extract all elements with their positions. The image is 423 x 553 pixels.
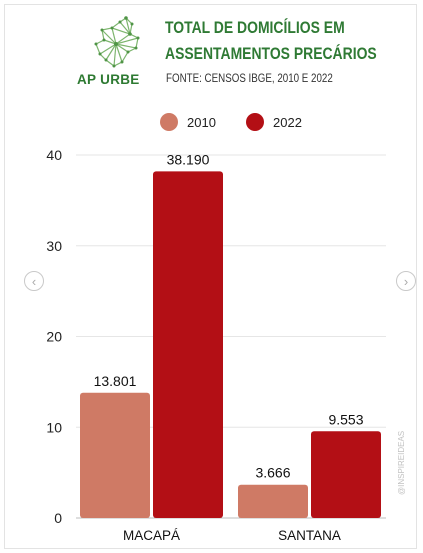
- chart-title-line-1: TOTAL DE DOMICÍLIOS EM: [165, 18, 345, 37]
- chart-title: TOTAL DE DOMICÍLIOS EM ASSENTAMENTOS PRE…: [165, 15, 377, 67]
- carousel-prev-button[interactable]: ‹: [24, 271, 44, 291]
- bar: [80, 392, 150, 518]
- y-tick-label: 30: [46, 238, 62, 254]
- bar: [238, 484, 308, 518]
- bar-value-label: 13.801: [94, 373, 137, 389]
- bar: [153, 171, 223, 518]
- x-category-label: MACAPÁ: [123, 528, 180, 543]
- bar-value-label: 38.190: [167, 151, 210, 167]
- y-tick-label: 10: [46, 419, 62, 435]
- x-category-label: SANTANA: [278, 528, 341, 543]
- bar: [311, 431, 381, 518]
- legend-swatch-2010: [160, 113, 178, 131]
- bar-value-label: 9.553: [328, 411, 363, 427]
- y-tick-label: 20: [46, 329, 62, 345]
- chevron-right-icon: ›: [403, 274, 409, 289]
- bar-value-label: 3.666: [255, 465, 290, 481]
- chart-source: FONTE: CENSOS IBGE, 2010 E 2022: [166, 73, 333, 85]
- legend-item-2010: 2010: [160, 113, 216, 131]
- chart-legend: 2010 2022: [0, 113, 423, 133]
- network-map-icon: [94, 16, 140, 68]
- legend-label-2022: 2022: [273, 114, 302, 130]
- chart-title-line-2: ASSENTAMENTOS PRECÁRIOS: [165, 44, 377, 63]
- chevron-left-icon: ‹: [31, 274, 37, 289]
- carousel-next-button[interactable]: ›: [396, 271, 416, 291]
- y-tick-label: 40: [46, 147, 62, 163]
- legend-swatch-2022: [246, 113, 264, 131]
- y-tick-label: 0: [54, 510, 62, 526]
- brand-name: AP URBE: [77, 72, 140, 87]
- legend-item-2022: 2022: [246, 113, 302, 131]
- legend-label-2010: 2010: [187, 114, 216, 130]
